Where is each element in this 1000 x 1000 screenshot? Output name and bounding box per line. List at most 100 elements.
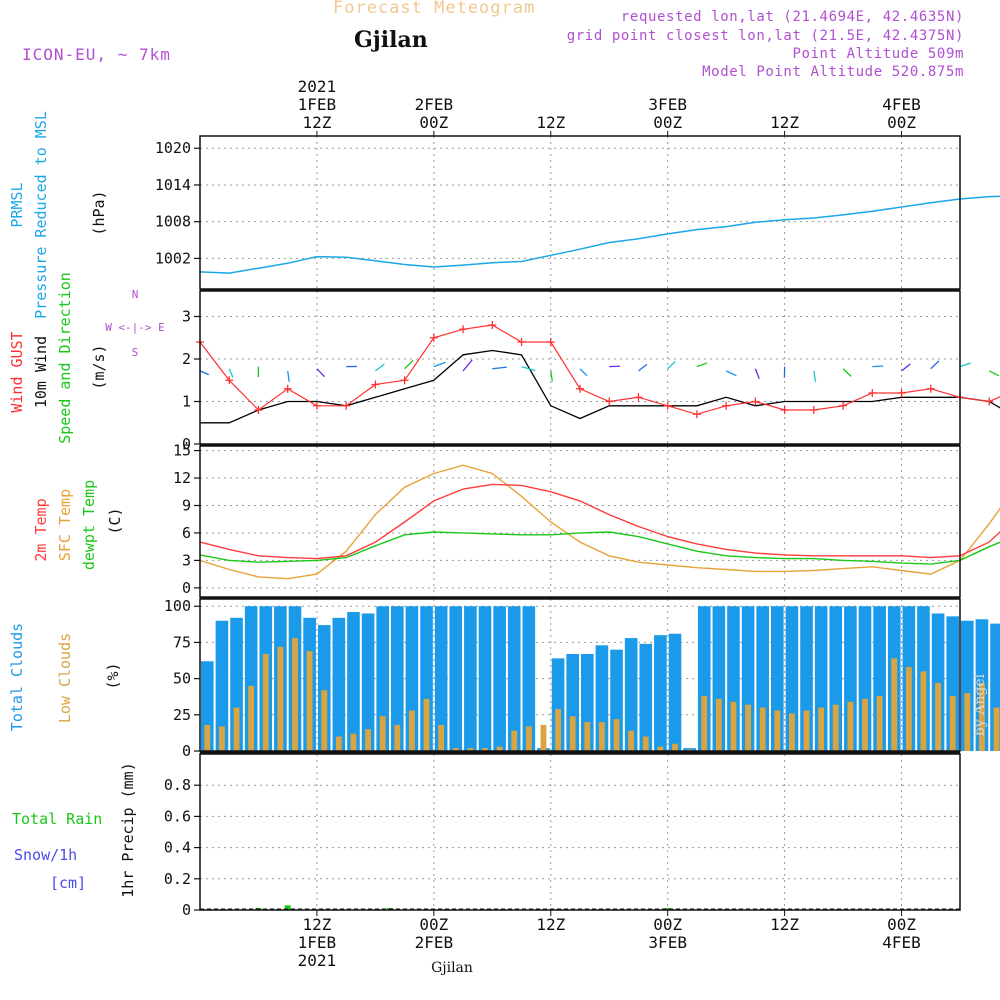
point-altitude: Point Altitude 509m: [792, 46, 964, 62]
bottom-time-label: 1FEB: [298, 933, 337, 952]
wind-direction-arrow: [521, 366, 536, 372]
compass-s: S: [132, 346, 139, 359]
low-cloud-bar: [306, 651, 313, 751]
low-cloud-bar: [219, 726, 225, 751]
pressure-line: [199, 195, 1000, 274]
wind-gust-point: [926, 384, 935, 393]
total-cloud-bar: [376, 606, 389, 751]
footer-location: Gjilan: [431, 960, 473, 976]
wind-gust-point: [692, 410, 701, 419]
temp-unit: (C): [106, 507, 124, 534]
wind-direction-arrow: [228, 368, 234, 378]
model-altitude: Model Point Altitude 520.875m: [702, 64, 964, 80]
low-cloud-bar: [818, 707, 825, 751]
total-cloud-bar: [756, 606, 769, 751]
wind-gust-point: [751, 397, 760, 406]
bottom-time-label: 00Z: [887, 915, 916, 934]
wind-direction-arrow: [579, 368, 588, 377]
wind-direction-arrow: [433, 361, 446, 368]
low-cloud-bar: [262, 654, 269, 751]
total-cloud-bar: [230, 617, 243, 751]
wind-gust-point: [225, 376, 234, 385]
low-cloud-bar: [409, 710, 415, 751]
total-clouds-label: Total Clouds: [8, 623, 26, 731]
wind-gust-line: [199, 324, 1000, 415]
low-cloud-bar: [979, 682, 985, 751]
top-time-label: 12Z: [536, 113, 565, 132]
bottom-time-label: 2FEB: [415, 933, 454, 952]
total-cloud-bar: [639, 643, 653, 751]
wind-direction-arrow: [754, 368, 760, 379]
wind-gust-point: [342, 401, 351, 410]
y-tick-label: 0: [182, 435, 191, 453]
top-time-label: 12Z: [770, 113, 799, 132]
total-cloud-bar: [317, 625, 331, 751]
rain-label: Total Rain: [12, 810, 102, 828]
wind-direction-arrow: [404, 359, 414, 370]
panel-frame-pressure: [199, 135, 961, 290]
low-cloud-bar: [847, 701, 854, 751]
y-tick-label: 1020: [155, 139, 191, 157]
wind-gust-point: [371, 380, 380, 389]
low-cloud-bar: [803, 710, 810, 751]
low-cloud-bar: [233, 707, 240, 751]
dir-label: Speed and Direction: [56, 272, 74, 444]
wind-direction-arrow: [696, 362, 708, 368]
y-tick-label: 50: [173, 670, 191, 688]
low-cloud-bar: [715, 698, 722, 751]
wind-direction-arrow: [667, 360, 676, 370]
low-cloud-bar: [949, 695, 956, 751]
low-cloud-bar: [365, 729, 371, 751]
total-cloud-bar: [873, 606, 886, 751]
low-cloud-bar: [584, 722, 591, 751]
low-cloud-bar: [335, 736, 342, 751]
wind-direction-arrow: [842, 368, 852, 377]
panel-frame-precip: [199, 753, 961, 911]
rain-bar: [664, 908, 671, 910]
wind-direction-arrow: [374, 363, 385, 372]
total-cloud-bar: [391, 606, 404, 751]
low-cloud-bar: [511, 730, 518, 751]
total-cloud-bar: [814, 606, 828, 751]
wind-direction-arrow: [462, 359, 473, 372]
wind-direction-arrow: [930, 360, 940, 370]
low-cloud-bar: [759, 707, 766, 751]
wind-direction-arrow: [901, 363, 911, 372]
low-cloud-bar: [350, 733, 357, 751]
y-tick-label: 9: [182, 496, 191, 514]
total-cloud-bar: [931, 613, 945, 751]
total-cloud-bar: [697, 606, 711, 751]
low-cloud-bar: [496, 746, 503, 751]
total-cloud-bar: [522, 606, 536, 751]
temp-label: 2m Temp: [32, 498, 50, 561]
low-cloud-bar: [701, 695, 708, 751]
total-cloud-bar: [507, 606, 521, 751]
low-clouds-label: Low Clouds: [56, 633, 74, 723]
total-cloud-bar: [434, 606, 448, 751]
sfc-label: SFC Temp: [56, 489, 74, 561]
y-tick-label: 6: [182, 524, 191, 542]
rain-bar: [284, 905, 291, 910]
total-cloud-bar: [844, 606, 857, 751]
total-cloud-bar: [347, 612, 360, 751]
y-tick-label: 1014: [155, 176, 191, 194]
wind-direction-arrow: [872, 365, 884, 368]
top-time-label: 00Z: [419, 113, 448, 132]
panel-frame-wind: [199, 290, 961, 445]
total-cloud-bar: [581, 654, 594, 751]
wind-gust-point: [400, 376, 409, 385]
total-cloud-bar: [405, 606, 419, 751]
wind-gust-point: [780, 406, 789, 414]
wind-unit: (m/s): [90, 344, 108, 389]
wind-gust-point: [546, 338, 555, 346]
y-tick-label: 100: [164, 597, 191, 615]
grid-point-coords: grid point closest lon,lat (21.5E, 42.43…: [566, 28, 964, 44]
low-cloud-bar: [569, 716, 576, 751]
y-tick-label: 3: [182, 308, 191, 326]
low-cloud-bar: [394, 724, 401, 751]
total-cloud-bar: [361, 613, 375, 751]
dewpt-temp-line: [199, 531, 1000, 565]
bottom-time-label: 00Z: [653, 915, 682, 934]
low-cloud-bar: [599, 722, 605, 751]
total-cloud-bar: [946, 616, 959, 751]
